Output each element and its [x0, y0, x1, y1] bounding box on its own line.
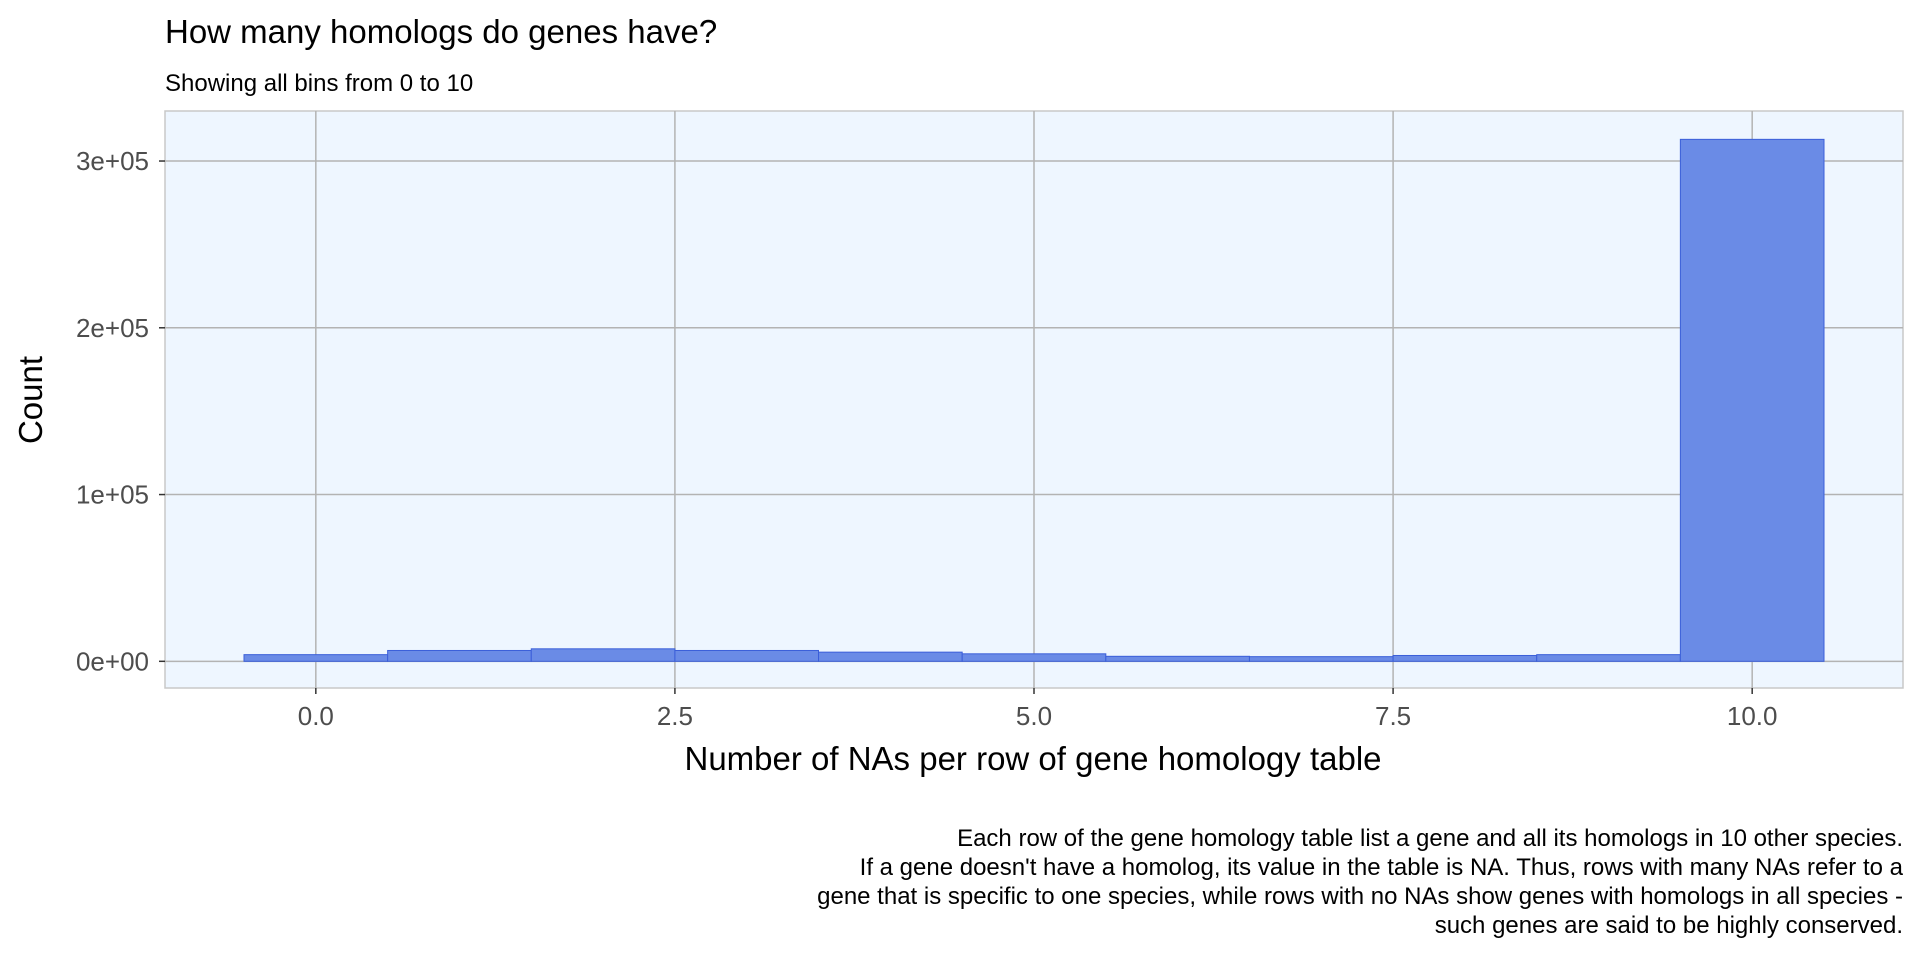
- x-tick-label: 5.0: [1016, 701, 1052, 731]
- caption-line-2: If a gene doesn't have a homolog, its va…: [860, 854, 1904, 881]
- chart-title: How many homologs do genes have?: [165, 13, 717, 50]
- histogram-bar: [243, 654, 389, 662]
- y-tick-label: 0e+00: [76, 646, 149, 676]
- x-tick-label: 2.5: [657, 701, 693, 731]
- y-tick-label: 2e+05: [76, 313, 149, 343]
- y-tick-label: 3e+05: [76, 146, 149, 176]
- y-axis-ticks: 0e+00 1e+05 2e+05 3e+05: [76, 146, 165, 676]
- caption-line-3: gene that is specific to one species, wh…: [817, 883, 1903, 910]
- histogram-bar: [961, 653, 1107, 662]
- chart-subtitle: Showing all bins from 0 to 10: [165, 70, 473, 97]
- x-tick-label: 10.0: [1727, 701, 1778, 731]
- y-tick-label: 1e+05: [76, 480, 149, 510]
- x-axis-ticks: 0.0 2.5 5.0 7.5 10.0: [298, 688, 1778, 731]
- histogram-bar: [387, 649, 532, 662]
- histogram-bar: [674, 649, 820, 662]
- histogram-bar: [1536, 654, 1681, 662]
- histogram-bars: [243, 138, 1825, 662]
- histogram-bar: [1248, 656, 1394, 662]
- y-axis-label: Count: [12, 356, 49, 444]
- caption-line-4: such genes are said to be highly conserv…: [1435, 912, 1903, 939]
- histogram-bar: [1105, 655, 1250, 662]
- x-axis-label: Number of NAs per row of gene homology t…: [684, 740, 1381, 777]
- histogram-bar: [1392, 654, 1538, 662]
- caption-line-1: Each row of the gene homology table list…: [957, 825, 1903, 852]
- histogram-bar: [530, 648, 676, 662]
- histogram-bar: [818, 651, 963, 662]
- x-tick-label: 0.0: [298, 701, 334, 731]
- x-tick-label: 7.5: [1375, 701, 1411, 731]
- chart-caption: Each row of the gene homology table list…: [817, 825, 1904, 939]
- histogram-bar: [1679, 138, 1825, 662]
